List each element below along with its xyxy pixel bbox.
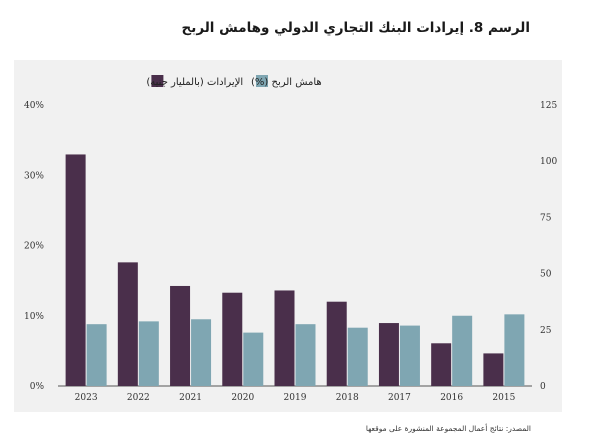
y-left-tick-label: 20%	[24, 242, 44, 252]
y-left-tick-label: 10%	[24, 312, 44, 322]
margin-bar	[399, 325, 420, 386]
y-right-tick-label: 125	[540, 101, 557, 111]
x-tick-label: 2020	[231, 393, 254, 403]
y-right-tick-label: 100	[540, 157, 557, 167]
x-tick-label: 2022	[127, 393, 150, 403]
revenue-bar	[170, 285, 191, 386]
x-tick-label: 2019	[284, 393, 307, 403]
x-tick-label: 2021	[179, 393, 202, 403]
margin-bar	[138, 321, 159, 386]
margin-bar	[243, 332, 264, 386]
legend-swatch	[256, 75, 268, 87]
x-tick-label: 2015	[492, 393, 515, 403]
y-right-tick-label: 0	[540, 382, 546, 392]
legend-swatch	[151, 75, 164, 87]
legend: هامش الربح (%) الإيرادات (بالمليار جنيه)	[146, 75, 322, 88]
y-left-tick-label: 40%	[24, 101, 44, 111]
source-note: المصدر: نتائج أعمال المجموعة المنشورة عل…	[365, 424, 531, 433]
margin-bar	[452, 315, 473, 386]
revenue-bar	[483, 353, 504, 386]
chart-panel: هامش الربح (%) الإيرادات (بالمليار جنيه) …	[14, 60, 562, 412]
bar-chart: هامش الربح (%)الإيرادات (بالمليار جنيه) …	[24, 75, 557, 403]
revenue-bar	[431, 343, 452, 386]
revenue-bar	[378, 323, 399, 386]
x-tick-label: 2016	[440, 393, 463, 403]
margin-bar	[191, 319, 212, 386]
margin-bar	[86, 324, 107, 386]
legend-label: هامش الربح (%)	[251, 77, 322, 88]
revenue-bar	[274, 290, 295, 386]
revenue-bar	[117, 262, 138, 386]
y-left-tick-label: 0%	[30, 382, 45, 392]
y-left-tick-label: 30%	[24, 171, 44, 181]
margin-bar	[504, 314, 525, 386]
chart-title: الرسم 8. إيرادات البنك التجاري الدولي وه…	[181, 20, 530, 36]
y-right-tick-label: 25	[540, 326, 552, 336]
x-tick-label: 2017	[388, 393, 411, 403]
revenue-bar	[326, 301, 347, 386]
bars	[65, 154, 525, 386]
revenue-bar	[65, 154, 86, 386]
margin-bar	[295, 324, 316, 386]
revenue-bar	[222, 292, 243, 386]
y-right-tick-label: 75	[540, 213, 552, 223]
legend-label: الإيرادات (بالمليار جنيه)	[146, 77, 243, 88]
tick-labels: 0% 10% 20% 30% 40% 0 25 50 75 100 125 2023 2022 2021 2…	[24, 101, 557, 403]
x-tick-label: 2023	[75, 393, 98, 403]
margin-bar	[347, 327, 368, 386]
x-tick-label: 2018	[336, 393, 359, 403]
y-right-tick-label: 50	[540, 270, 552, 280]
